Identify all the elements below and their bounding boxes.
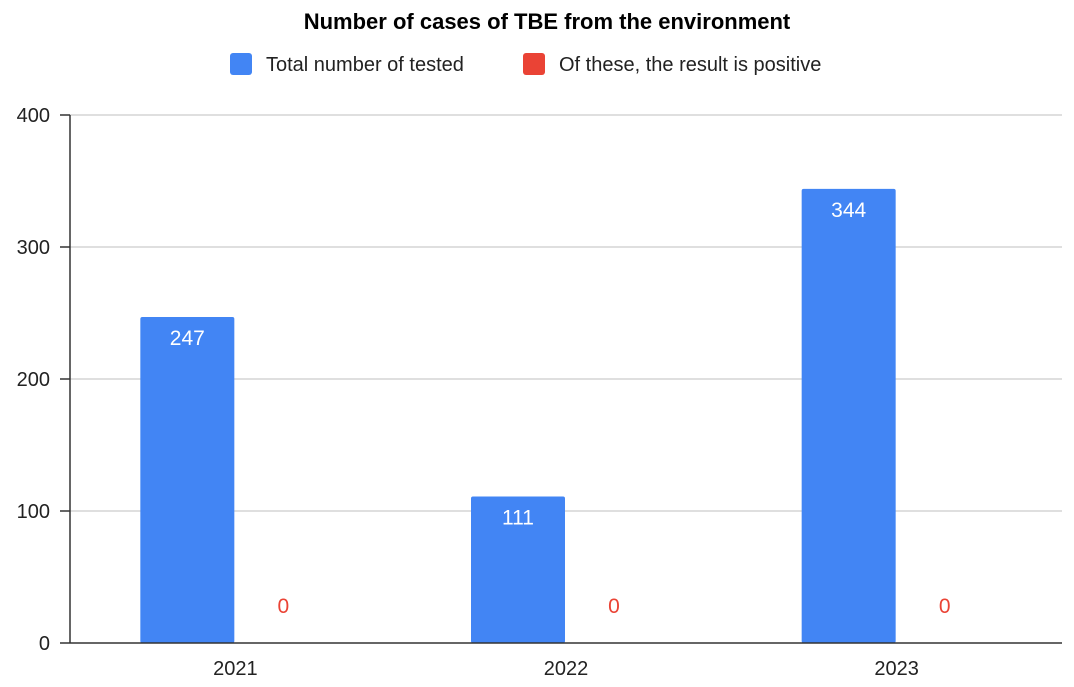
x-tick-label: 2022 — [544, 658, 589, 680]
data-label: 247 — [170, 327, 205, 350]
x-axis-ticks: 2021 2022 2023 — [213, 658, 919, 680]
y-tick-label: 100 — [17, 501, 50, 523]
data-label: 0 — [939, 595, 951, 618]
x-tick-label: 2023 — [874, 658, 919, 680]
bar-2021-0 — [140, 316, 235, 643]
legend-label-1: Of these, the result is positive — [559, 54, 821, 76]
data-label: 0 — [608, 595, 620, 618]
legend-label-0: Total number of tested — [266, 54, 464, 76]
chart-title: Number of cases of TBE from the environm… — [304, 9, 791, 34]
y-axis-ticks: 0 100 200 300 400 — [17, 105, 70, 655]
gridlines — [70, 114, 1062, 512]
data-label: 0 — [277, 595, 289, 618]
x-tick-label: 2021 — [213, 658, 258, 680]
y-tick-label: 200 — [17, 369, 50, 391]
bars — [140, 188, 896, 644]
data-label: 344 — [831, 199, 866, 222]
y-tick-label: 0 — [39, 633, 50, 655]
y-tick-label: 400 — [17, 105, 50, 127]
bar-2022-0 — [471, 496, 565, 643]
legend-swatch-0 — [230, 53, 252, 75]
data-labels: 247 0 111 0 344 0 — [170, 199, 951, 618]
y-tick-label: 300 — [17, 237, 50, 259]
legend-swatch-1 — [523, 53, 545, 75]
legend: Total number of tested Of these, the resu… — [230, 53, 821, 76]
axes — [69, 115, 1062, 644]
data-label: 111 — [502, 506, 534, 529]
bar-2023-0 — [801, 188, 896, 644]
